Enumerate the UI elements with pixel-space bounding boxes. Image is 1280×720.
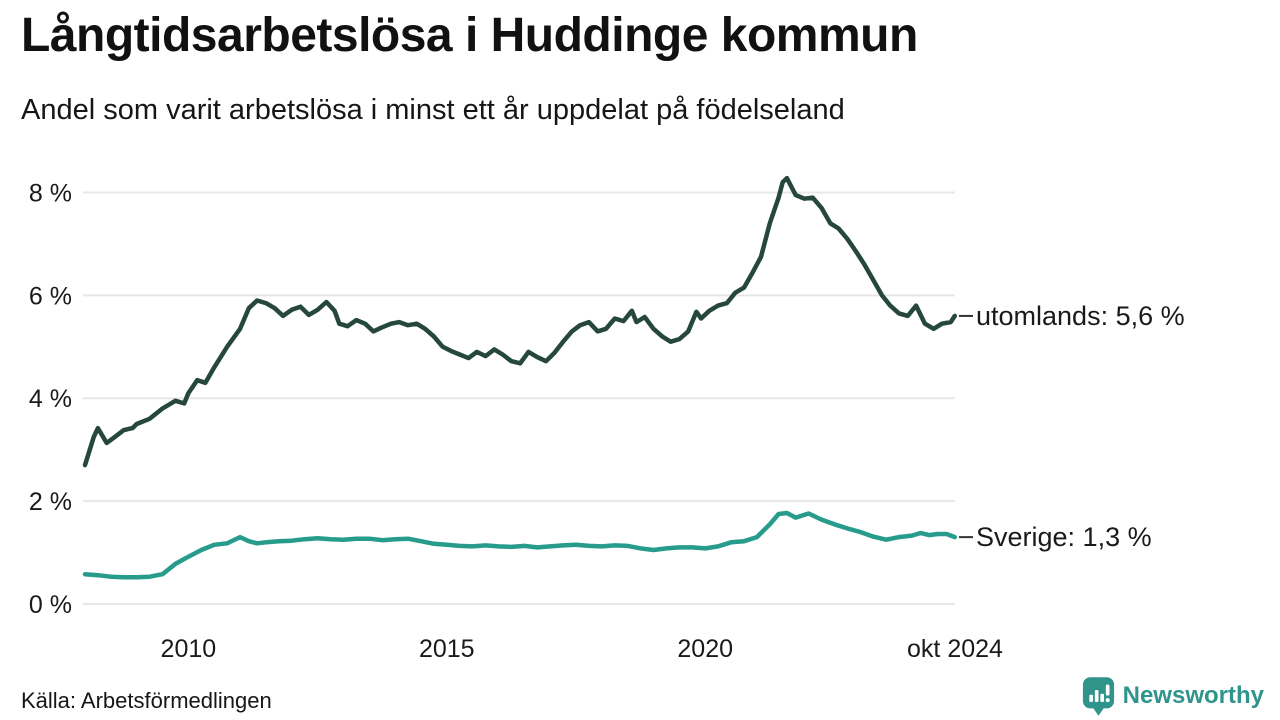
y-axis-tick-label: 4 % (29, 385, 72, 413)
newsworthy-brand-name: Newsworthy (1122, 682, 1264, 709)
series-label-Sverige: Sverige: 1,3 % (976, 522, 1152, 552)
y-axis-tick-label: 0 % (29, 591, 72, 619)
y-axis-tick-label: 2 % (29, 488, 72, 516)
newsworthy-chart-pin-icon (1082, 677, 1114, 716)
page-title: Långtidsarbetslösa i Huddinge kommun (21, 9, 918, 62)
x-axis-tick-label: okt 2024 (907, 635, 1003, 663)
newsworthy-logo: Newsworthy (1082, 676, 1264, 716)
page-subtitle: Andel som varit arbetslösa i minst ett å… (21, 94, 845, 126)
x-axis-tick-label: 2015 (419, 635, 475, 663)
source-note: Källa: Arbetsförmedlingen (21, 688, 272, 713)
y-axis-tick-label: 6 % (29, 282, 72, 310)
x-axis-tick-label: 2010 (161, 635, 217, 663)
series-line-Sverige (82, 510, 958, 580)
y-axis-tick-label: 8 % (29, 179, 72, 207)
x-axis-tick-label: 2020 (677, 635, 733, 663)
series-line-utomlands (82, 175, 958, 468)
series-label-utomlands: utomlands: 5,6 % (976, 301, 1185, 331)
